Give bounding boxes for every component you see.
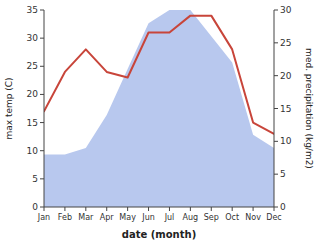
y-axis-line: [44, 10, 45, 207]
x-tick: [169, 207, 170, 211]
y-tick: [40, 94, 44, 95]
temperature-line: [44, 16, 274, 134]
y2-tick-label: 25: [280, 38, 291, 48]
x-tick: [85, 207, 86, 211]
precipitation-area: [44, 10, 274, 207]
x-tick-label: Oct: [225, 213, 239, 222]
x-tick: [148, 207, 149, 211]
y2-tick: [274, 108, 278, 109]
y2-axis-label: med. precipitation (kg/m2): [304, 48, 314, 169]
x-tick-label: Sep: [204, 213, 219, 222]
y-tick-label: 10: [27, 146, 39, 156]
y2-tick: [274, 42, 278, 43]
y-tick-label: 5: [32, 174, 38, 184]
y2-tick-label: 10: [280, 136, 292, 146]
y-tick: [40, 66, 44, 67]
x-tick: [232, 207, 233, 211]
x-tick: [64, 207, 65, 211]
chart: 0 5 10 15 20 25 30 35 0 5 10 15 20 25 30 Jan Feb Mar Apr Ma…: [0, 0, 318, 247]
y-tick-label: 30: [27, 33, 39, 43]
y-tick: [40, 178, 44, 179]
y-tick: [40, 207, 44, 208]
y-tick: [40, 38, 44, 39]
y2-tick: [274, 75, 278, 76]
y-tick-label: 25: [27, 61, 38, 71]
x-tick: [274, 207, 275, 211]
x-tick-label: Nov: [245, 213, 261, 222]
x-tick-label: Dec: [266, 213, 281, 222]
y2-tick-label: 0: [280, 202, 286, 212]
y2-tick: [274, 141, 278, 142]
x-tick: [127, 207, 128, 211]
x-tick: [253, 207, 254, 211]
y2-tick: [274, 174, 278, 175]
y-tick-label: 20: [27, 89, 39, 99]
x-tick-label: Jul: [164, 213, 175, 222]
x-tick-label: Apr: [100, 213, 115, 222]
x-tick: [44, 207, 45, 211]
y-axis-label: max temp (C): [4, 77, 14, 139]
y-tick: [40, 150, 44, 151]
y-tick-label: 35: [27, 5, 38, 15]
y2-tick-label: 5: [280, 169, 286, 179]
y-tick-label: 15: [27, 118, 38, 128]
y-tick-label: 0: [32, 202, 38, 212]
x-axis-label: date (month): [122, 229, 196, 240]
x-tick: [211, 207, 212, 211]
y2-tick-label: 15: [280, 104, 291, 114]
y2-tick: [274, 10, 278, 11]
x-tick-label: Jun: [141, 213, 155, 222]
y-tick: [40, 122, 44, 123]
y2-tick: [274, 207, 278, 208]
x-tick-label: Jan: [37, 213, 50, 222]
x-tick-label: Aug: [183, 213, 199, 222]
x-tick: [106, 207, 107, 211]
plot-area: [44, 10, 274, 207]
chart-container: 0 5 10 15 20 25 30 35 0 5 10 15 20 25 30 Jan Feb Mar Apr Ma…: [0, 0, 318, 247]
x-tick-label: Feb: [58, 213, 72, 222]
x-axis-line: [44, 207, 274, 208]
y2-tick-label: 20: [280, 71, 292, 81]
y-tick: [40, 10, 44, 11]
y2-tick-label: 30: [280, 5, 292, 15]
x-tick: [190, 207, 191, 211]
x-tick-label: Mar: [78, 213, 94, 222]
x-tick-label: May: [119, 213, 136, 222]
